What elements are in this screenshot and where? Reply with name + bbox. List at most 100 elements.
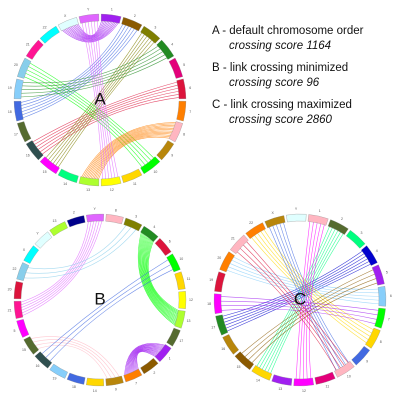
link-curve (299, 221, 314, 381)
chromosome-segment (23, 336, 39, 355)
chromosome-label: 20 (8, 287, 12, 291)
chromosome-label: 17 (179, 339, 183, 343)
link-curve (20, 54, 166, 94)
chromosome-segment (361, 245, 378, 266)
chromosome-label: 21 (231, 236, 235, 240)
link-curve (282, 221, 350, 364)
chromosome-label: X (23, 248, 26, 252)
link-curve (86, 127, 175, 180)
link-curve (29, 336, 121, 378)
chromosome-label: 13 (187, 319, 191, 323)
chromosome-segment (214, 271, 226, 293)
chromosome-segment (39, 25, 60, 44)
link-curve (250, 236, 368, 344)
chromosome-label: 5 (14, 329, 16, 333)
link-curve (242, 244, 346, 367)
link-curve (141, 234, 178, 322)
chromosome-label: 6 (169, 239, 171, 243)
link-curve (20, 26, 133, 113)
chromosome-segment (213, 293, 223, 314)
chromosome-label: Y (36, 232, 39, 236)
chromosome-segment (49, 221, 68, 237)
chromosome-label: 4 (153, 225, 155, 229)
link-curve (21, 27, 136, 116)
panel-letter: B (94, 289, 105, 308)
chromosome-segment (371, 264, 385, 286)
chromosome-segment (154, 238, 172, 256)
chromosome-label: 20 (14, 63, 18, 67)
chromosome-segment (13, 300, 24, 319)
link-curve (306, 222, 322, 380)
legend-description: B - link crossing minimized (212, 62, 349, 74)
chromosome-segment (286, 213, 307, 223)
chromosome-label: 3 (361, 231, 363, 235)
chromosome-segment (121, 168, 143, 183)
chromosome-segment (166, 327, 181, 347)
legend-entry-c: C - link crossing maximized crossing sco… (212, 98, 398, 128)
chromosome-label: 7 (388, 318, 390, 322)
link-curve (35, 87, 180, 148)
chromosome-label: 6 (390, 294, 392, 298)
chromosome-label: 15 (43, 170, 47, 174)
chromosome-label: 3 (135, 214, 137, 218)
link-curve (222, 252, 366, 320)
link-curve (279, 222, 347, 366)
link-curve (140, 233, 177, 323)
chromosome-segment (293, 377, 314, 387)
chromosome-label: 22 (13, 267, 17, 271)
chromosome-segment (34, 231, 53, 249)
chromosome-label: 22 (249, 221, 253, 225)
chromosome-label: 3 (154, 26, 156, 30)
chromosome-label: 2 (341, 217, 343, 221)
chromosome-label: 7 (135, 381, 137, 385)
chromosome-segment (66, 372, 86, 385)
chromosome-label: 2 (134, 14, 136, 18)
chromosome-label: 16 (221, 347, 225, 351)
link-curve (23, 76, 143, 168)
chromosome-label: 14 (256, 379, 260, 383)
chromosome-label: 11 (133, 182, 137, 186)
chromosome-segment (365, 327, 381, 349)
chromosome-segment (16, 262, 30, 281)
link-curve (239, 247, 342, 369)
link-curve (34, 342, 113, 380)
link-curve (57, 41, 155, 169)
link-curve (29, 62, 155, 159)
link-curve (21, 219, 100, 314)
chromosome-segment (23, 245, 39, 264)
link-curve (244, 273, 376, 358)
chromosome-segment (346, 230, 366, 249)
chromosome-label: 21 (8, 308, 12, 312)
chromosome-label: 4 (171, 43, 173, 47)
chromosome-segment (123, 217, 143, 232)
chromosome-label: 14 (93, 389, 97, 393)
chromosome-label: 16 (36, 364, 40, 368)
link-curve (71, 20, 109, 38)
chromosome-segment (49, 363, 68, 379)
chromosome-segment (78, 176, 100, 187)
link-curve (65, 21, 115, 41)
chromosome-segment (314, 371, 336, 385)
chromosome-label: 13 (86, 188, 90, 192)
chromosome-segment (156, 39, 175, 60)
link-curve (134, 349, 159, 372)
link-curve (31, 81, 178, 143)
chromosome-segment (57, 17, 79, 32)
chromosome-label: Y (87, 8, 90, 12)
link-curve (142, 235, 178, 320)
chromosome-segment (351, 346, 370, 366)
chromosome-label: 18 (72, 385, 76, 389)
link-curve (264, 229, 339, 372)
chromosome-label: 16 (26, 153, 30, 157)
link-curve (141, 234, 178, 321)
link-curve (21, 219, 103, 317)
chromosome-segment (219, 251, 235, 273)
link-curve (87, 20, 110, 180)
link-curve (256, 232, 372, 338)
chromosome-label: 8 (183, 133, 185, 137)
legend-description: A - default chromosome order (212, 25, 364, 37)
link-curve (25, 69, 149, 164)
chromosome-segment (86, 213, 104, 223)
link-curve (220, 296, 380, 311)
